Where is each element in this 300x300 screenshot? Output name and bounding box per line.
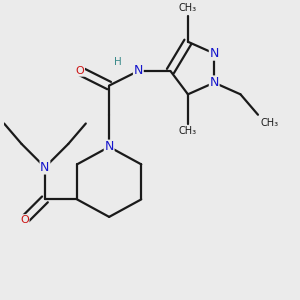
Text: N: N [209, 47, 219, 60]
Text: CH₃: CH₃ [179, 126, 197, 136]
Text: O: O [76, 66, 84, 76]
Text: O: O [20, 215, 29, 225]
Text: CH₃: CH₃ [261, 118, 279, 128]
Text: N: N [209, 76, 219, 89]
Text: N: N [104, 140, 114, 153]
Text: N: N [134, 64, 143, 77]
Text: N: N [40, 161, 50, 174]
Text: H: H [114, 57, 122, 67]
Text: CH₃: CH₃ [179, 3, 197, 13]
